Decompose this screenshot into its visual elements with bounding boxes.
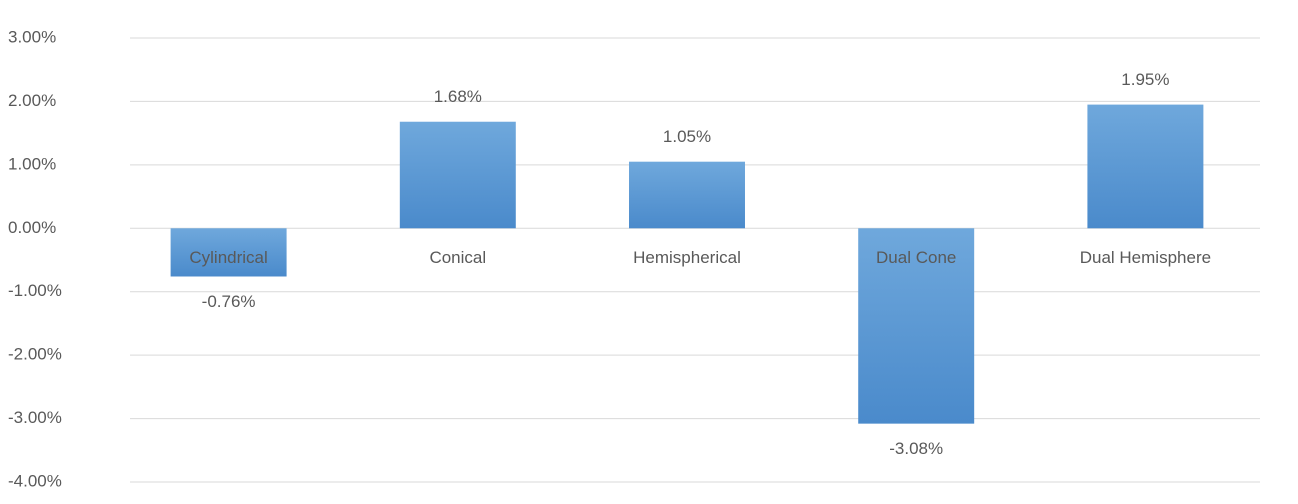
y-tick-label: 3.00% bbox=[8, 27, 56, 46]
x-tick-label: Hemispherical bbox=[633, 248, 741, 267]
data-label: 1.05% bbox=[663, 127, 711, 146]
y-tick-label: 0.00% bbox=[8, 218, 56, 237]
y-tick-label: 1.00% bbox=[8, 154, 56, 173]
bar bbox=[399, 121, 516, 229]
y-tick-label: -2.00% bbox=[8, 345, 62, 364]
y-tick-label: -1.00% bbox=[8, 281, 62, 300]
data-label: -0.76% bbox=[202, 292, 256, 311]
x-tick-label: Dual Cone bbox=[876, 248, 956, 267]
data-label: 1.95% bbox=[1121, 70, 1169, 89]
bar bbox=[629, 161, 745, 229]
x-tick-label: Cylindrical bbox=[189, 248, 267, 267]
y-tick-label: -3.00% bbox=[8, 408, 62, 427]
y-tick-label: -4.00% bbox=[8, 471, 62, 490]
bar bbox=[170, 228, 287, 277]
data-label: 1.68% bbox=[434, 87, 482, 106]
x-tick-label: Conical bbox=[429, 248, 486, 267]
bar bbox=[1087, 104, 1204, 229]
bar bbox=[858, 228, 975, 424]
x-tick-label: Dual Hemisphere bbox=[1080, 248, 1211, 267]
y-tick-label: 2.00% bbox=[8, 91, 56, 110]
data-label: -3.08% bbox=[889, 439, 943, 458]
